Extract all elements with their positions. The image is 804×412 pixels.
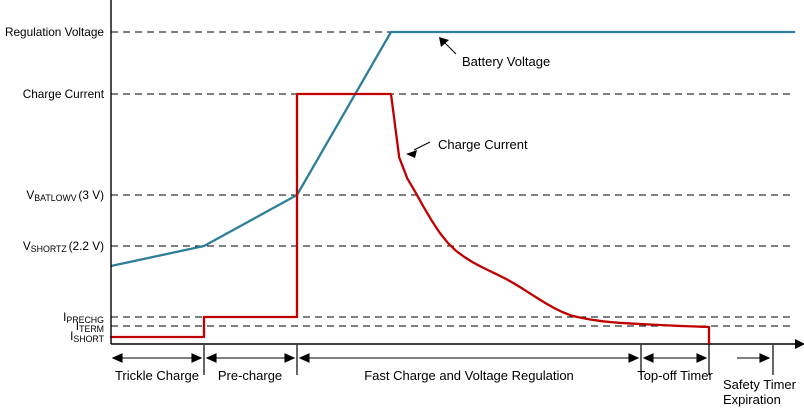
svg-text:IPRECHG: IPRECHG xyxy=(63,310,104,325)
svg-text:Charge Current: Charge Current xyxy=(438,137,528,152)
svg-text:Fast Charge and Voltage Regula: Fast Charge and Voltage Regulation xyxy=(364,368,574,383)
svg-text:Safety Timer: Safety Timer xyxy=(723,377,797,392)
svg-text:Battery Voltage: Battery Voltage xyxy=(462,54,550,69)
svg-text:Trickle Charge: Trickle Charge xyxy=(115,368,199,383)
svg-text:Pre-charge: Pre-charge xyxy=(218,368,282,383)
svg-text:Charge Current: Charge Current xyxy=(23,87,105,101)
svg-text:Expiration: Expiration xyxy=(723,392,781,407)
svg-text:Top-off Timer: Top-off Timer xyxy=(637,368,713,383)
svg-text:VBATLOWV (3 V): VBATLOWV (3 V) xyxy=(26,188,104,203)
svg-text:Regulation Voltage: Regulation Voltage xyxy=(5,25,104,39)
svg-text:VSHORTZ (2.2 V): VSHORTZ (2.2 V) xyxy=(23,239,104,254)
